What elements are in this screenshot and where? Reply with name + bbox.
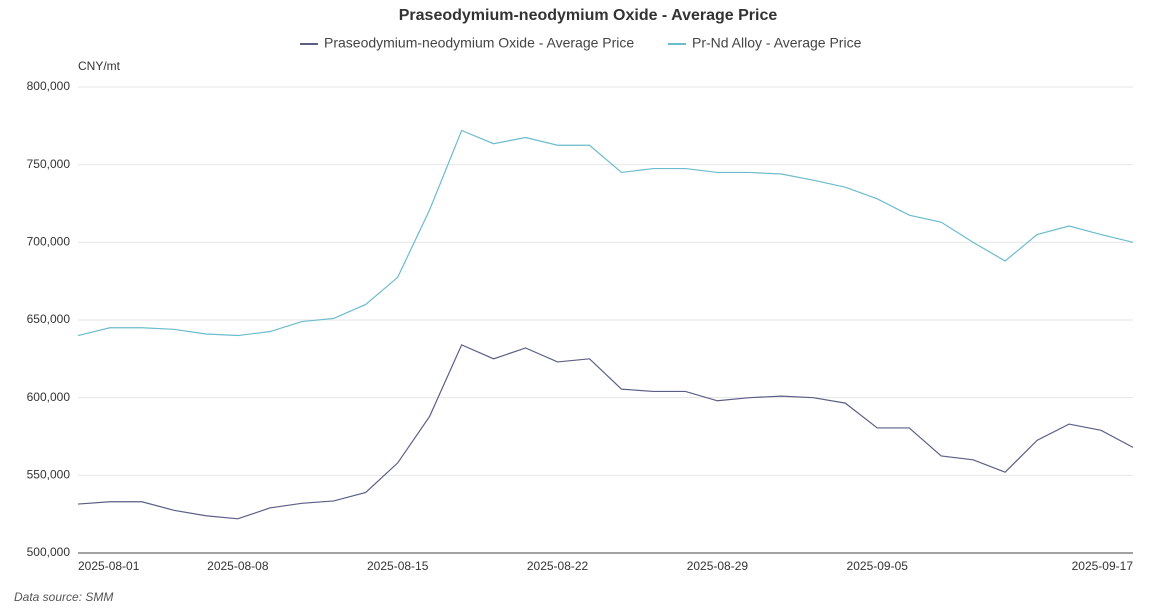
x-tick-label: 2025-09-17	[1072, 559, 1134, 573]
y-tick-label: 800,000	[27, 79, 71, 93]
x-tick-label: 2025-08-29	[687, 559, 749, 573]
y-tick-label: 750,000	[27, 157, 71, 171]
y-tick-label: 550,000	[27, 468, 71, 482]
legend-label: Praseodymium-neodymium Oxide - Average P…	[324, 35, 634, 51]
y-tick-label: 700,000	[27, 235, 71, 249]
chart-title: Praseodymium-neodymium Oxide - Average P…	[399, 7, 778, 24]
y-tick-label: 600,000	[27, 390, 71, 404]
series-line	[77, 344, 1134, 520]
y-unit: CNY/mt	[78, 59, 121, 73]
series-line	[77, 129, 1134, 337]
x-tick-label: 2025-08-08	[207, 559, 269, 573]
x-tick-label: 2025-08-01	[78, 559, 140, 573]
x-tick-label: 2025-08-15	[367, 559, 429, 573]
y-tick-label: 500,000	[27, 545, 71, 559]
legend-label: Pr-Nd Alloy - Average Price	[692, 35, 862, 51]
y-tick-label: 650,000	[27, 312, 71, 326]
x-tick-label: 2025-09-05	[847, 559, 909, 573]
source: Data source: SMM	[14, 590, 113, 604]
x-tick-label: 2025-08-22	[527, 559, 589, 573]
